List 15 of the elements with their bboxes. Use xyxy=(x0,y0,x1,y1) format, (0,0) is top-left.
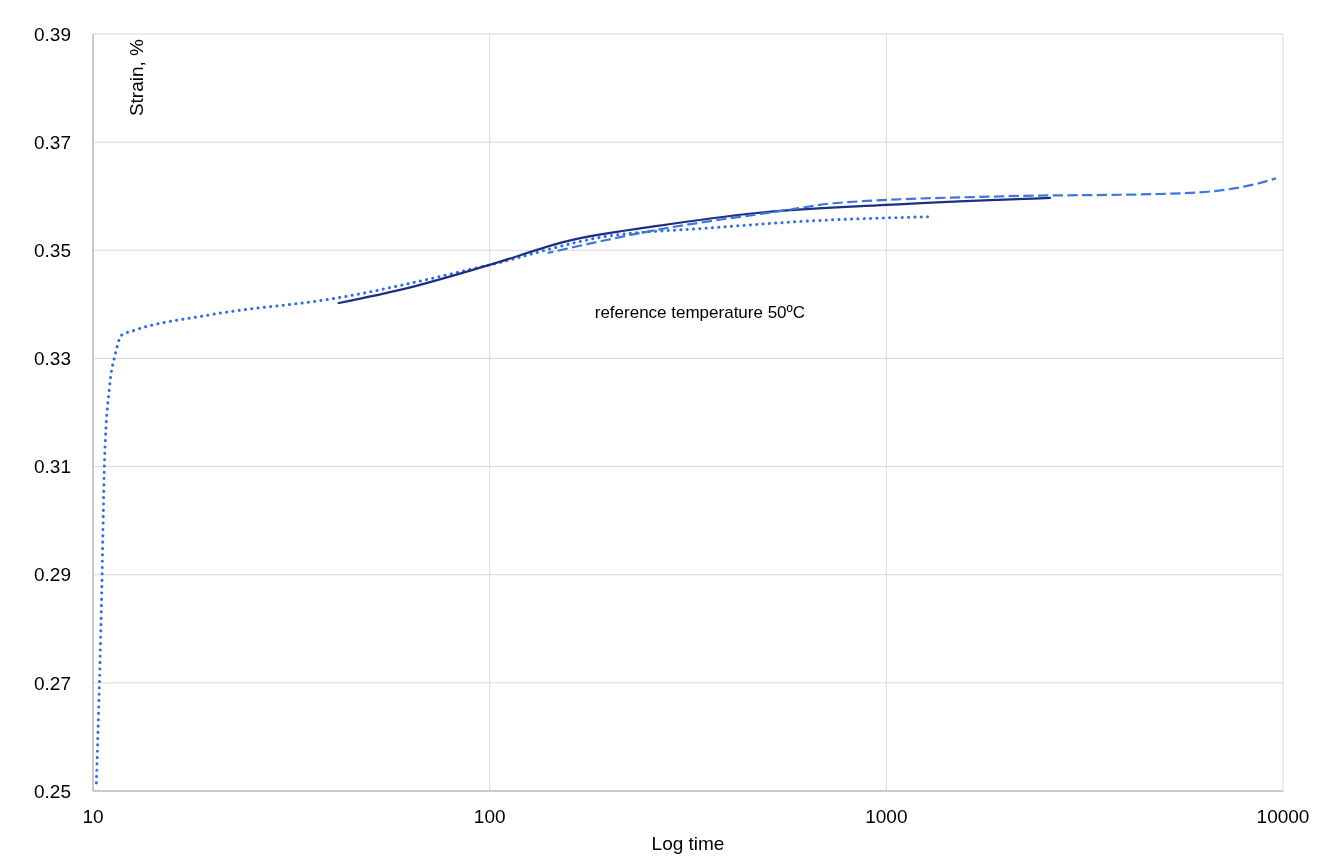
x-tick-label: 10 xyxy=(82,806,104,827)
y-tick-label: 0.37 xyxy=(34,131,71,153)
annotation: reference temperature 50ºC xyxy=(594,303,806,322)
x-tick-label: 10000 xyxy=(1256,806,1310,827)
y-tick-label: 0.35 xyxy=(34,239,71,261)
y-tick-label: 0.25 xyxy=(34,780,71,802)
x-axis-title: Log time xyxy=(651,833,725,854)
y-tick-label: 0.27 xyxy=(34,672,71,694)
y-tick-label: 0.31 xyxy=(34,456,71,478)
y-tick-label: 0.29 xyxy=(34,564,71,586)
y-tick-label: 0.39 xyxy=(34,23,71,45)
y-tick-label: 0.33 xyxy=(34,348,71,370)
x-tick-label: 1000 xyxy=(865,806,908,827)
y-axis-title: Strain, % xyxy=(126,38,147,117)
x-tick-label: 100 xyxy=(473,806,506,827)
